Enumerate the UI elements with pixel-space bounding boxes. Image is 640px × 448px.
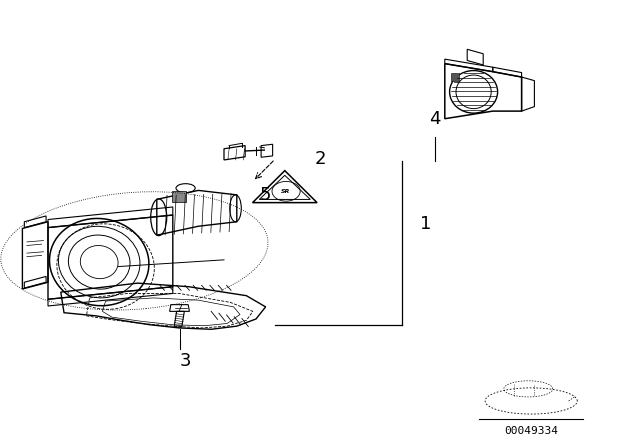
- Text: 00049334: 00049334: [504, 426, 558, 436]
- Bar: [172, 191, 186, 202]
- Text: 1: 1: [420, 215, 431, 233]
- Text: 4: 4: [429, 110, 441, 128]
- Text: 2: 2: [314, 150, 326, 168]
- Text: SR: SR: [282, 189, 291, 194]
- Text: 5: 5: [260, 186, 271, 204]
- Text: 3: 3: [180, 352, 191, 370]
- Bar: [451, 73, 459, 81]
